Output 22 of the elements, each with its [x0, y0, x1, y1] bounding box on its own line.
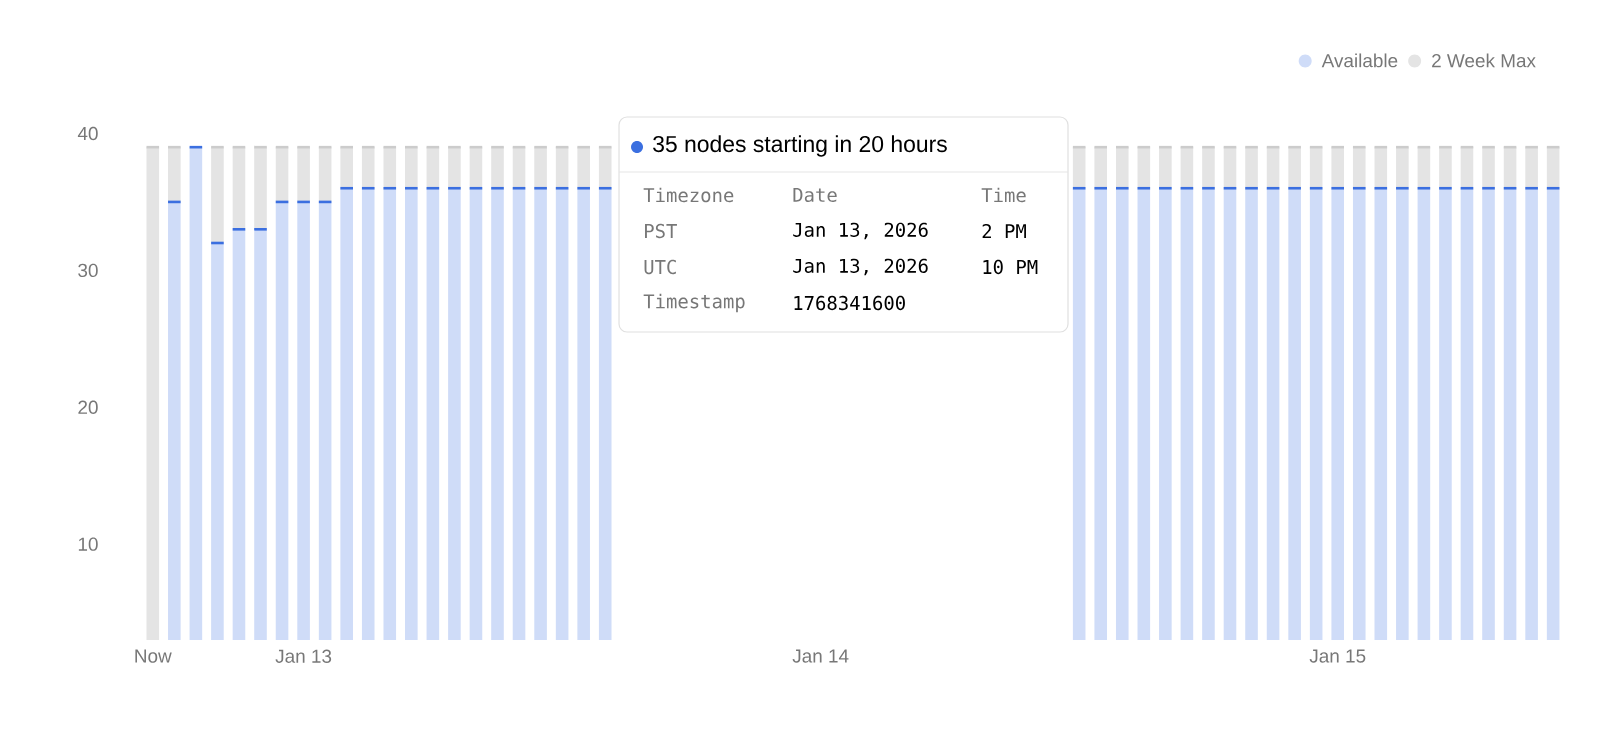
annotation: Timezone — [643, 187, 734, 203]
x-tick-label: Jan 13 — [275, 649, 332, 663]
annotation: 35 nodes starting in 20 hours — [653, 135, 947, 157]
annotation: Timestamp — [643, 293, 745, 313]
annotation: Jan 13, 2026 — [793, 258, 928, 276]
annotation: 1768341600 — [794, 295, 905, 311]
legend-label: 2 Week Max — [1432, 53, 1536, 68]
y-tick-label: 20 — [78, 400, 98, 414]
annotation: Jan 13, 2026 — [793, 222, 928, 240]
x-tick-label: Jan 14 — [792, 649, 849, 663]
y-tick-label: 10 — [78, 537, 98, 551]
annotation: 10 PM — [983, 259, 1038, 275]
y-tick-label: 40 — [77, 126, 98, 141]
legend-label: Available — [1321, 53, 1398, 68]
x-tick-label: Jan 15 — [1309, 649, 1366, 663]
x-tick-label: Now — [135, 649, 172, 663]
annotation: PST — [645, 223, 677, 239]
annotation: UTC — [644, 259, 676, 275]
annotation: Time — [981, 187, 1026, 203]
annotation: Date — [793, 187, 837, 203]
y-tick-label: 30 — [78, 263, 98, 278]
annotation: 2 PM — [982, 223, 1026, 239]
